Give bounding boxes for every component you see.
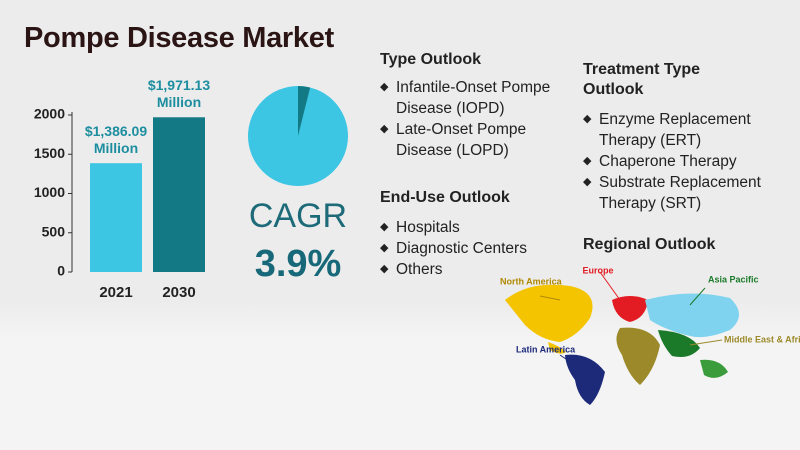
region-label: Middle East & Africa	[724, 334, 800, 344]
y-tick-label: 2000	[34, 106, 65, 122]
cagr-label: CAGR	[249, 197, 347, 235]
list-item: Hospitals	[380, 217, 560, 238]
y-tick-label: 0	[57, 263, 65, 279]
title: Pompe Disease Market	[24, 22, 334, 54]
x-tick-label: 2030	[162, 284, 195, 301]
region-label: North America	[500, 276, 563, 286]
y-tick-label: 500	[42, 223, 66, 239]
value-label: $1,386.09 Million	[84, 123, 148, 157]
cagr-value: 3.9%	[255, 243, 342, 285]
item-list: HospitalsDiagnostic CentersOthers	[380, 217, 560, 280]
y-tick-label: 1000	[34, 184, 65, 200]
value-label: $1,971.13 Million	[147, 77, 211, 111]
y-tick-label: 1500	[34, 145, 65, 161]
list-item: Others	[380, 259, 560, 280]
bar	[153, 117, 205, 272]
section-heading: Type Outlook	[380, 51, 482, 68]
list-item: Substrate Replacement Therapy (SRT)	[583, 172, 788, 214]
region-label: Europe	[582, 265, 613, 275]
section-heading: Regional Outlook	[583, 236, 716, 253]
list-item: Infantile-Onset Pompe Disease (IOPD)	[380, 77, 560, 119]
region-label: Asia Pacific	[708, 274, 759, 284]
list-item: Enzyme Replacement Therapy (ERT)	[583, 109, 788, 151]
region-label: Latin America	[516, 344, 576, 354]
list-item: Diagnostic Centers	[380, 238, 560, 259]
section-heading: End-Use Outlook	[380, 189, 510, 206]
item-list: Infantile-Onset Pompe Disease (IOPD)Late…	[380, 77, 560, 161]
x-tick-label: 2021	[99, 284, 132, 301]
bar	[90, 163, 142, 272]
world-map	[505, 271, 739, 405]
list-item: Chaperone Therapy	[583, 151, 788, 172]
item-list: Enzyme Replacement Therapy (ERT)Chaperon…	[583, 109, 788, 214]
cagr-slice	[298, 86, 311, 136]
section-heading: Treatment Type Outlook	[583, 61, 701, 98]
list-item: Late-Onset Pompe Disease (LOPD)	[380, 119, 560, 161]
